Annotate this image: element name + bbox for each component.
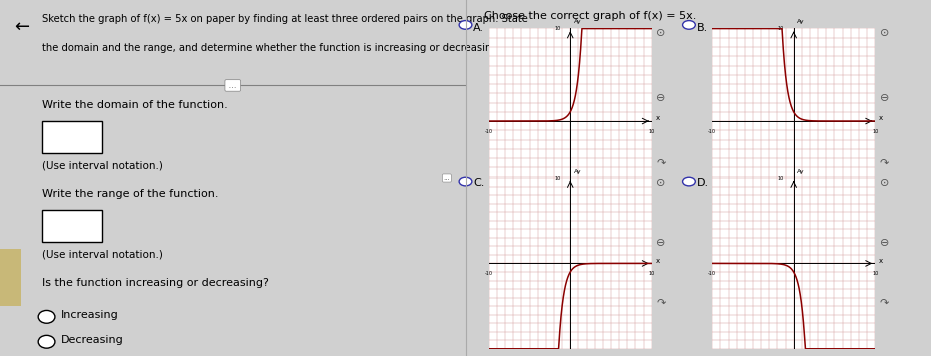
Bar [0,249,20,306]
Text: C.: C. [473,178,484,188]
Text: Write the range of the function.: Write the range of the function. [42,189,219,199]
Text: 10: 10 [777,26,784,31]
Text: Choose the correct graph of f(x) = 5x.: Choose the correct graph of f(x) = 5x. [484,11,696,21]
Text: (Use interval notation.): (Use interval notation.) [42,160,163,170]
Text: the domain and the range, and determine whether the function is increasing or de: the domain and the range, and determine … [42,43,501,53]
Text: ↷: ↷ [656,158,666,168]
Text: Is the function increasing or decreasing?: Is the function increasing or decreasing… [42,278,269,288]
Text: ⊖: ⊖ [656,238,666,248]
Text: 10: 10 [872,271,878,276]
Text: Ay: Ay [573,19,581,24]
Text: A.: A. [473,23,484,33]
Text: ...: ... [226,81,239,90]
Text: ↷: ↷ [880,158,889,168]
Text: -10: -10 [485,271,492,276]
Text: (Use interval notation.): (Use interval notation.) [42,249,163,259]
Text: Increasing: Increasing [61,310,118,320]
Text: Write the domain of the function.: Write the domain of the function. [42,100,228,110]
Text: ⊙: ⊙ [656,28,666,38]
Text: ↷: ↷ [880,298,889,308]
Text: ...: ... [443,175,451,181]
Text: Sketch the graph of f(x) = 5x on paper by finding at least three ordered pairs o: Sketch the graph of f(x) = 5x on paper b… [42,14,528,24]
Text: 10: 10 [649,129,654,134]
Text: x: x [655,115,660,121]
Circle shape [682,177,695,186]
Text: 10: 10 [872,129,878,134]
Text: B.: B. [696,23,708,33]
Text: 10: 10 [554,26,560,31]
Text: x: x [879,258,884,264]
Text: Ay: Ay [573,169,581,174]
Text: ↷: ↷ [656,298,666,308]
Circle shape [459,21,472,29]
Text: -10: -10 [552,211,560,216]
Text: -10: -10 [776,211,784,216]
Circle shape [459,177,472,186]
Text: ⊙: ⊙ [656,178,666,188]
Text: x: x [879,115,884,121]
Text: ←: ← [14,18,29,36]
Text: ⊙: ⊙ [880,28,889,38]
Text: ⊖: ⊖ [656,93,666,103]
Text: 10: 10 [554,176,560,180]
Circle shape [38,310,55,323]
Text: 10: 10 [649,271,654,276]
FancyBboxPatch shape [42,121,102,153]
Text: D.: D. [696,178,708,188]
Text: 10: 10 [777,176,784,180]
Text: ⊖: ⊖ [880,93,889,103]
Text: x: x [655,258,660,264]
Text: Ay: Ay [797,169,804,174]
Text: -10: -10 [708,129,716,134]
Text: ⊖: ⊖ [880,238,889,248]
Text: -10: -10 [485,129,492,134]
Circle shape [38,335,55,348]
Text: ⊙: ⊙ [880,178,889,188]
FancyBboxPatch shape [42,210,102,242]
Circle shape [682,21,695,29]
Text: -10: -10 [708,271,716,276]
Text: Ay: Ay [797,19,804,24]
Text: Decreasing: Decreasing [61,335,123,345]
